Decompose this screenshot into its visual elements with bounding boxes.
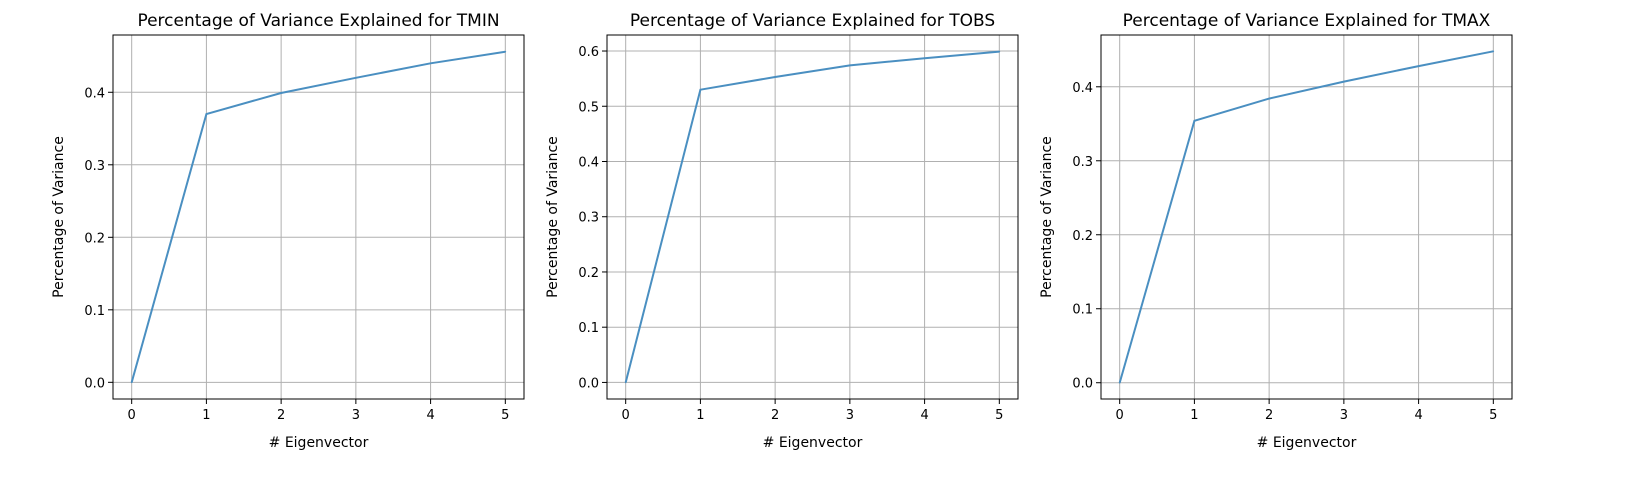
data-point-tmin-2 [280, 92, 282, 94]
grid-tmax [1101, 35, 1512, 399]
chart-panel-tmin: 0 1 2 3 4 5 0.0 0.1 0.2 0.3 0.4 Percentage of Vari… [51, 11, 525, 451]
x-tick-label-tmax-2: 2 [1265, 408, 1273, 423]
x-tick-label-tmin-0: 0 [128, 408, 136, 423]
data-point-tobs-5 [998, 50, 1001, 53]
chart-title-tobs: Percentage of Variance Explained for TOB… [630, 11, 995, 31]
data-point-tmin-0 [130, 381, 133, 384]
series-line-tmin [130, 50, 506, 383]
data-point-tmax-2 [1268, 97, 1270, 100]
plot-frame-tmax [1100, 34, 1513, 400]
x-tick-label-tmin-5: 5 [501, 408, 509, 423]
grid-tmin [113, 35, 524, 399]
x-tick-label-tobs-0: 0 [622, 408, 630, 423]
series-line-tobs [624, 50, 1000, 383]
ticks-tmax: 0 1 2 3 4 5 0.0 0.1 0.2 0.3 0.4 [1072, 81, 1497, 423]
x-axis-label-tobs: # Eigenvector [763, 435, 863, 451]
x-tick-label-tmin-4: 4 [426, 408, 434, 423]
x-tick-label-tobs-3: 3 [846, 408, 854, 423]
y-tick-label-tobs-0: 0.0 [578, 376, 599, 391]
y-tick-label-tmin-4: 0.4 [84, 86, 105, 101]
x-tick-label-tobs-4: 4 [920, 408, 928, 423]
y-axis-label-tobs: Percentage of Variance [545, 136, 561, 298]
y-tick-label-tmin-1: 0.1 [84, 304, 105, 319]
y-tick-label-tobs-6: 0.6 [578, 45, 599, 60]
x-tick-label-tmin-3: 3 [352, 408, 360, 423]
data-point-tobs-2 [774, 76, 776, 78]
ticks-tobs: 0 1 2 3 4 5 0.0 0.1 0.2 0.3 0.4 0.5 0.6 [578, 45, 1003, 423]
x-tick-label-tobs-5: 5 [995, 408, 1003, 423]
y-tick-label-tmax-4: 0.4 [1072, 81, 1093, 96]
y-tick-label-tmax-0: 0.0 [1072, 377, 1093, 392]
y-tick-label-tmax-3: 0.3 [1072, 155, 1093, 170]
ticks-tmin: 0 1 2 3 4 5 0.0 0.1 0.2 0.3 0.4 [84, 86, 509, 423]
data-point-tmin-4 [429, 62, 432, 65]
y-tick-label-tmax-1: 0.1 [1072, 303, 1093, 318]
x-tick-label-tmin-1: 1 [202, 408, 210, 423]
y-axis-label-tmin: Percentage of Variance [51, 136, 67, 298]
data-point-tmin-1 [205, 113, 208, 115]
data-point-tobs-3 [849, 64, 851, 67]
plot-frame-tmin [112, 34, 525, 400]
chart-title-tmin: Percentage of Variance Explained for TMI… [137, 11, 499, 31]
x-axis-label-tmin: # Eigenvector [269, 435, 369, 451]
y-tick-label-tmax-2: 0.2 [1072, 229, 1093, 244]
x-tick-label-tmax-1: 1 [1190, 408, 1198, 423]
y-tick-label-tobs-4: 0.4 [578, 155, 599, 170]
chart-title-tmax: Percentage of Variance Explained for TMA… [1123, 11, 1491, 31]
data-point-tobs-0 [624, 381, 627, 384]
data-point-tmin-3 [355, 76, 357, 79]
chart-panel-tmax: 0 1 2 3 4 5 0.0 0.1 0.2 0.3 0.4 Percentage of Vari… [1039, 11, 1513, 451]
x-tick-label-tmax-4: 4 [1414, 408, 1422, 423]
x-tick-label-tmax-5: 5 [1489, 408, 1497, 423]
y-axis-label-tmax: Percentage of Variance [1039, 136, 1055, 298]
data-point-tobs-4 [923, 57, 926, 59]
y-tick-label-tmin-0: 0.0 [84, 376, 105, 391]
x-tick-label-tmax-0: 0 [1116, 408, 1124, 423]
x-tick-label-tobs-2: 2 [771, 408, 779, 423]
x-tick-label-tmin-2: 2 [277, 408, 285, 423]
y-tick-label-tobs-5: 0.5 [578, 100, 599, 115]
x-tick-label-tobs-1: 1 [696, 408, 704, 423]
x-axis-label-tmax: # Eigenvector [1257, 435, 1357, 451]
y-tick-label-tobs-2: 0.2 [578, 266, 599, 281]
x-tick-label-tmax-3: 3 [1340, 408, 1348, 423]
grid-tobs [607, 35, 1018, 399]
data-point-tmax-4 [1417, 65, 1420, 67]
y-tick-label-tobs-1: 0.1 [578, 321, 599, 336]
series-line-tmax [1118, 50, 1494, 383]
y-tick-label-tobs-3: 0.3 [578, 211, 599, 226]
data-point-tmax-0 [1118, 381, 1121, 384]
y-tick-label-tmin-3: 0.3 [84, 159, 105, 174]
chart-panel-tobs: 0 1 2 3 4 5 0.0 0.1 0.2 0.3 0.4 0.5 0.6 Percentage o… [545, 11, 1019, 451]
data-point-tobs-1 [699, 88, 702, 91]
data-point-tmax-3 [1343, 80, 1345, 83]
data-point-tmax-5 [1492, 50, 1495, 53]
data-point-tmax-1 [1193, 120, 1196, 122]
data-point-tmin-5 [504, 50, 507, 53]
y-tick-label-tmin-2: 0.2 [84, 231, 105, 246]
